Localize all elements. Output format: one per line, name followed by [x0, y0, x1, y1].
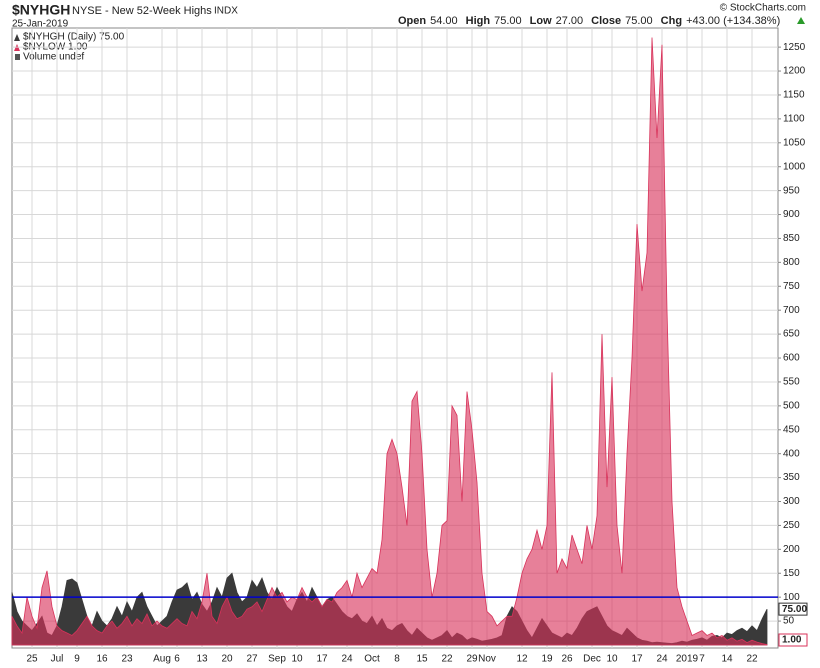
legend-label: Volume undef [23, 52, 84, 63]
x-tick-label: 9 [74, 654, 80, 665]
last-value-label: 75.00 [782, 604, 807, 615]
legend-icon [15, 54, 20, 60]
y-tick-label: 750 [783, 281, 800, 292]
x-tick-label: 22 [746, 654, 758, 665]
x-tick-label: 17 [631, 654, 643, 665]
legend-label: $NYHGH (Daily) 75.00 [23, 32, 125, 43]
quote-label: High [466, 15, 491, 27]
quote: Open 54.00 High 75.00 Low 27.00 Close 75.00 Chg +… [398, 15, 780, 27]
y-tick-label: 450 [783, 424, 800, 435]
last-value-label: 1.00 [782, 635, 802, 646]
last-value-box [778, 602, 808, 616]
y-tick-label: 850 [783, 233, 800, 244]
x-tick-label: 14 [721, 654, 733, 665]
last-value-box [778, 633, 808, 647]
x-tick-label: Nov [478, 654, 496, 665]
x-tick-label: 27 [246, 654, 258, 665]
y-tick-label: 150 [783, 568, 800, 579]
y-tick-label: 1100 [783, 114, 805, 125]
y-tick-label: 700 [783, 305, 800, 316]
x-tick-label: 19 [541, 654, 553, 665]
x-tick-label: Dec [583, 654, 601, 665]
x-tick-label: 22 [441, 654, 453, 665]
quote-label: Chg [661, 15, 682, 27]
y-tick-label: 500 [783, 400, 800, 411]
x-tick-label: 12 [516, 654, 528, 665]
y-tick-label: 1050 [783, 137, 806, 148]
symbol: $NYHGH [12, 2, 70, 18]
area [11, 37, 768, 646]
x-tick-label: 10 [291, 654, 303, 665]
y-tick-label: 600 [783, 353, 800, 364]
x-tick-label: 24 [656, 654, 668, 665]
y-tick-label: 250 [783, 520, 800, 531]
copyright: © StockCharts.com [720, 3, 806, 14]
y-tick-label: 50 [783, 616, 795, 627]
quote-label: Close [591, 15, 621, 27]
exchange: INDX [214, 6, 238, 17]
legend-icon [14, 34, 20, 41]
quote-value: 75.00 [494, 15, 522, 27]
quote-value: 75.00 [625, 15, 653, 27]
x-tick-label: 29 [466, 654, 478, 665]
x-tick-label: 13 [196, 654, 208, 665]
y-tick-label: 800 [783, 257, 800, 268]
x-tick-label: 6 [174, 654, 180, 665]
quote-value: 27.00 [556, 15, 584, 27]
y-tick-label: 650 [783, 329, 800, 340]
y-tick-label: 950 [783, 185, 800, 196]
x-tick-label: Oct [364, 654, 380, 665]
x-tick-label: 7 [699, 654, 705, 665]
quote-label: Low [530, 15, 552, 27]
quote-value: +43.00 (+134.38%) [686, 15, 780, 27]
security-name: NYSE - New 52-Week Highs [72, 5, 212, 17]
y-tick-label: 900 [783, 209, 800, 220]
date: 25-Jan-2019 [12, 19, 69, 30]
y-tick-label: 300 [783, 496, 800, 507]
y-tick-label: 1200 [783, 66, 806, 77]
x-tick-label: 24 [341, 654, 353, 665]
y-tick-label: 550 [783, 377, 800, 388]
x-tick-label: Aug [153, 654, 171, 665]
x-tick-label: 23 [121, 654, 133, 665]
x-tick-label: 15 [416, 654, 428, 665]
up-icon [797, 17, 805, 24]
x-tick-label: 25 [26, 654, 38, 665]
x-tick-label: Sep [268, 654, 286, 665]
x-tick-label: 26 [561, 654, 573, 665]
x-tick-label: 2019 [676, 654, 699, 665]
x-tick-label: 16 [96, 654, 108, 665]
quote-label: Open [398, 15, 426, 27]
y-tick-label: 1250 [783, 42, 806, 53]
y-tick-label: 200 [783, 544, 800, 555]
x-tick-label: 8 [394, 654, 400, 665]
y-tick-label: 350 [783, 472, 800, 483]
y-tick-label: 400 [783, 448, 800, 459]
y-tick-label: 1000 [783, 161, 806, 172]
x-tick-label: 20 [221, 654, 233, 665]
y-tick-label: 100 [783, 592, 800, 603]
x-tick-label: 10 [606, 654, 618, 665]
y-tick-label: 1150 [783, 90, 805, 101]
plot-frame [11, 27, 779, 649]
x-tick-label: 17 [316, 654, 328, 665]
x-tick-label: Jul [51, 654, 64, 665]
quote-value: 54.00 [430, 15, 458, 27]
